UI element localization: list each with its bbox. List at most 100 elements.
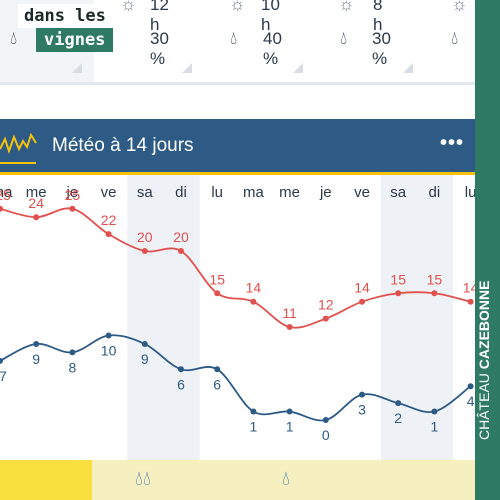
data-point bbox=[141, 248, 148, 254]
drop-icon: 💧︎ bbox=[340, 28, 348, 48]
brand-label: CHÂTEAU CAZEBONNE bbox=[476, 281, 492, 440]
sunshine-hours: 12 h bbox=[150, 0, 169, 34]
data-label: 1 bbox=[431, 419, 439, 435]
sun-icon: ☼ bbox=[120, 0, 137, 14]
day-label: ve bbox=[101, 184, 117, 201]
precipitation-strip: 💧︎💧︎ 💧︎ bbox=[0, 460, 475, 500]
data-label: 22 bbox=[101, 212, 117, 228]
day-label: je bbox=[66, 184, 79, 201]
data-label: 20 bbox=[173, 229, 189, 245]
forecast-column-2[interactable]: ☼ 10 h 💧︎ 40 % bbox=[100, 0, 282, 82]
logo-text-line1: dans les bbox=[18, 4, 112, 28]
data-label: 14 bbox=[246, 280, 262, 296]
data-point bbox=[467, 298, 474, 305]
forecast-column-3[interactable]: ☼ 8 h 💧︎ 30 % bbox=[200, 0, 391, 82]
data-label: 14 bbox=[354, 280, 370, 296]
data-point bbox=[250, 298, 257, 305]
day-label: me bbox=[279, 184, 300, 201]
day-label: je bbox=[319, 184, 332, 201]
data-point bbox=[141, 340, 148, 347]
data-label: 15 bbox=[209, 271, 225, 287]
brand-side-bar bbox=[475, 0, 500, 500]
brand-label-bold: CAZEBONNE bbox=[476, 280, 492, 370]
temperature-chart: mamejevesadilumamejevesadilu252425222020… bbox=[0, 175, 475, 460]
logo-text-line2: vignes bbox=[36, 28, 114, 52]
forecast-column-1[interactable]: ☼ 12 h 💧︎ 30 % bbox=[0, 0, 169, 82]
sun-icon: ☼ bbox=[229, 0, 246, 14]
series-line bbox=[0, 334, 472, 422]
forecast-section-header: Météo à 14 jours ••• bbox=[0, 119, 475, 172]
expand-corner-icon[interactable] bbox=[403, 63, 413, 73]
weekend-column bbox=[127, 175, 164, 460]
brand-label-light: CHÂTEAU bbox=[476, 369, 492, 440]
data-point bbox=[467, 383, 474, 390]
temperature-chart-svg: mamejevesadilumamejevesadilu252425222020… bbox=[0, 175, 475, 460]
data-point bbox=[431, 290, 438, 297]
day-label: ma bbox=[0, 184, 13, 201]
expand-corner-icon[interactable] bbox=[72, 63, 82, 73]
more-options-button[interactable]: ••• bbox=[440, 132, 465, 154]
data-label: 12 bbox=[318, 297, 334, 313]
data-label: 20 bbox=[137, 229, 153, 245]
drop-icon: 💧︎ bbox=[451, 28, 459, 48]
precip-percent: 30 % bbox=[150, 29, 169, 68]
weekend-column bbox=[380, 175, 417, 460]
data-label: 9 bbox=[32, 351, 40, 367]
data-point bbox=[322, 315, 329, 322]
data-label: 9 bbox=[141, 351, 149, 367]
day-label: di bbox=[429, 184, 441, 201]
line-chart-icon bbox=[0, 132, 37, 155]
series-line bbox=[0, 207, 471, 329]
precip-percent: 40 % bbox=[263, 29, 282, 68]
data-point bbox=[33, 340, 40, 347]
data-point bbox=[69, 349, 76, 356]
rain-drop-icon: 💧︎ bbox=[282, 468, 290, 490]
data-label: 1 bbox=[286, 419, 294, 435]
chart-tab-underline bbox=[0, 162, 36, 164]
double-rain-drop-icon: 💧︎💧︎ bbox=[135, 468, 151, 490]
data-label: 11 bbox=[282, 305, 297, 321]
data-point bbox=[250, 408, 257, 415]
data-point bbox=[214, 366, 221, 373]
weekend-column bbox=[163, 175, 200, 460]
expand-corner-icon[interactable] bbox=[182, 63, 192, 73]
sun-icon: ☼ bbox=[451, 0, 468, 14]
data-point bbox=[0, 357, 3, 364]
data-label: 1 bbox=[250, 419, 258, 435]
sun-icon: ☼ bbox=[338, 0, 355, 14]
data-label: 14 bbox=[463, 280, 475, 296]
data-label: 8 bbox=[69, 359, 77, 375]
data-label: 10 bbox=[101, 343, 117, 359]
data-point bbox=[431, 408, 438, 415]
drop-icon: 💧︎ bbox=[10, 28, 18, 48]
data-point bbox=[105, 332, 112, 339]
data-label: 15 bbox=[427, 271, 443, 287]
top-forecast-row: ☼ 12 h 💧︎ 30 % ☼ 10 h 💧︎ 40 % ☼ 8 h 💧︎ 3… bbox=[0, 0, 475, 82]
expand-corner-icon[interactable] bbox=[293, 63, 303, 73]
data-point bbox=[178, 366, 184, 373]
day-label: lu bbox=[465, 184, 475, 201]
section-title: Météo à 14 jours bbox=[52, 135, 194, 156]
data-point bbox=[0, 205, 3, 212]
header-accent-line bbox=[0, 172, 475, 175]
data-point bbox=[395, 400, 402, 407]
day-label: lu bbox=[211, 184, 223, 201]
precip-percent: 30 % bbox=[372, 29, 391, 68]
data-point bbox=[69, 205, 76, 212]
data-label: 25 bbox=[65, 187, 81, 203]
day-label: di bbox=[175, 184, 187, 201]
data-label: 15 bbox=[390, 271, 406, 287]
sunshine-hours: 8 h bbox=[373, 0, 383, 34]
day-label: ve bbox=[354, 184, 370, 201]
data-label: 3 bbox=[358, 402, 366, 418]
data-point bbox=[322, 417, 329, 423]
data-point bbox=[286, 324, 293, 331]
data-label: 6 bbox=[177, 376, 185, 392]
data-point bbox=[214, 290, 221, 297]
data-point bbox=[286, 408, 293, 415]
weekend-column bbox=[416, 175, 454, 460]
forecast-column-4[interactable]: ☼ 💧︎ bbox=[300, 0, 468, 82]
day-label: sa bbox=[137, 184, 154, 201]
data-point bbox=[395, 290, 402, 297]
day-label: me bbox=[26, 184, 47, 201]
